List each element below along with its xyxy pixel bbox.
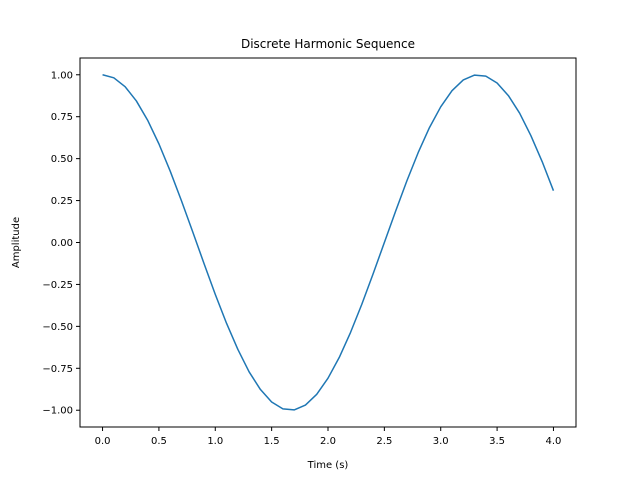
y-tick-label: 0.25 (51, 196, 73, 207)
plot-area (102, 74, 555, 411)
x-tick-label: 2.5 (376, 436, 392, 447)
y-tick-label: −0.25 (42, 280, 73, 291)
y-tick-label: 0.00 (51, 238, 73, 249)
x-tick-label: 0.5 (151, 436, 167, 447)
y-tick-label: −0.50 (42, 322, 73, 333)
y-tick-label: 0.50 (51, 154, 73, 165)
x-tick-label: 3.5 (489, 436, 505, 447)
y-tick-label: 0.75 (51, 112, 73, 123)
x-tick-label: 2.0 (320, 436, 336, 447)
x-axis: 0.0 0.5 1.0 1.5 2.0 2.5 3.0 3.5 4.0 (95, 427, 562, 447)
y-tick-label: −1.00 (42, 406, 73, 417)
y-axis: −1.00 −0.75 −0.50 −0.25 0.00 0.25 0.50 0.75 1.00 (42, 70, 80, 417)
y-tick-label: −0.75 (42, 364, 73, 375)
y-tick-label: 1.00 (51, 70, 73, 81)
y-axis-label: Amplitude (11, 217, 22, 268)
x-tick-label: 1.0 (207, 436, 223, 447)
x-tick-label: 4.0 (546, 436, 562, 447)
x-tick-label: 0.0 (95, 436, 111, 447)
x-axis-label: Time (s) (307, 460, 349, 471)
series-line-0 (102, 74, 555, 411)
x-tick-label: 1.5 (264, 436, 280, 447)
chart-title: Discrete Harmonic Sequence (241, 37, 415, 51)
x-tick-label: 3.0 (433, 436, 449, 447)
